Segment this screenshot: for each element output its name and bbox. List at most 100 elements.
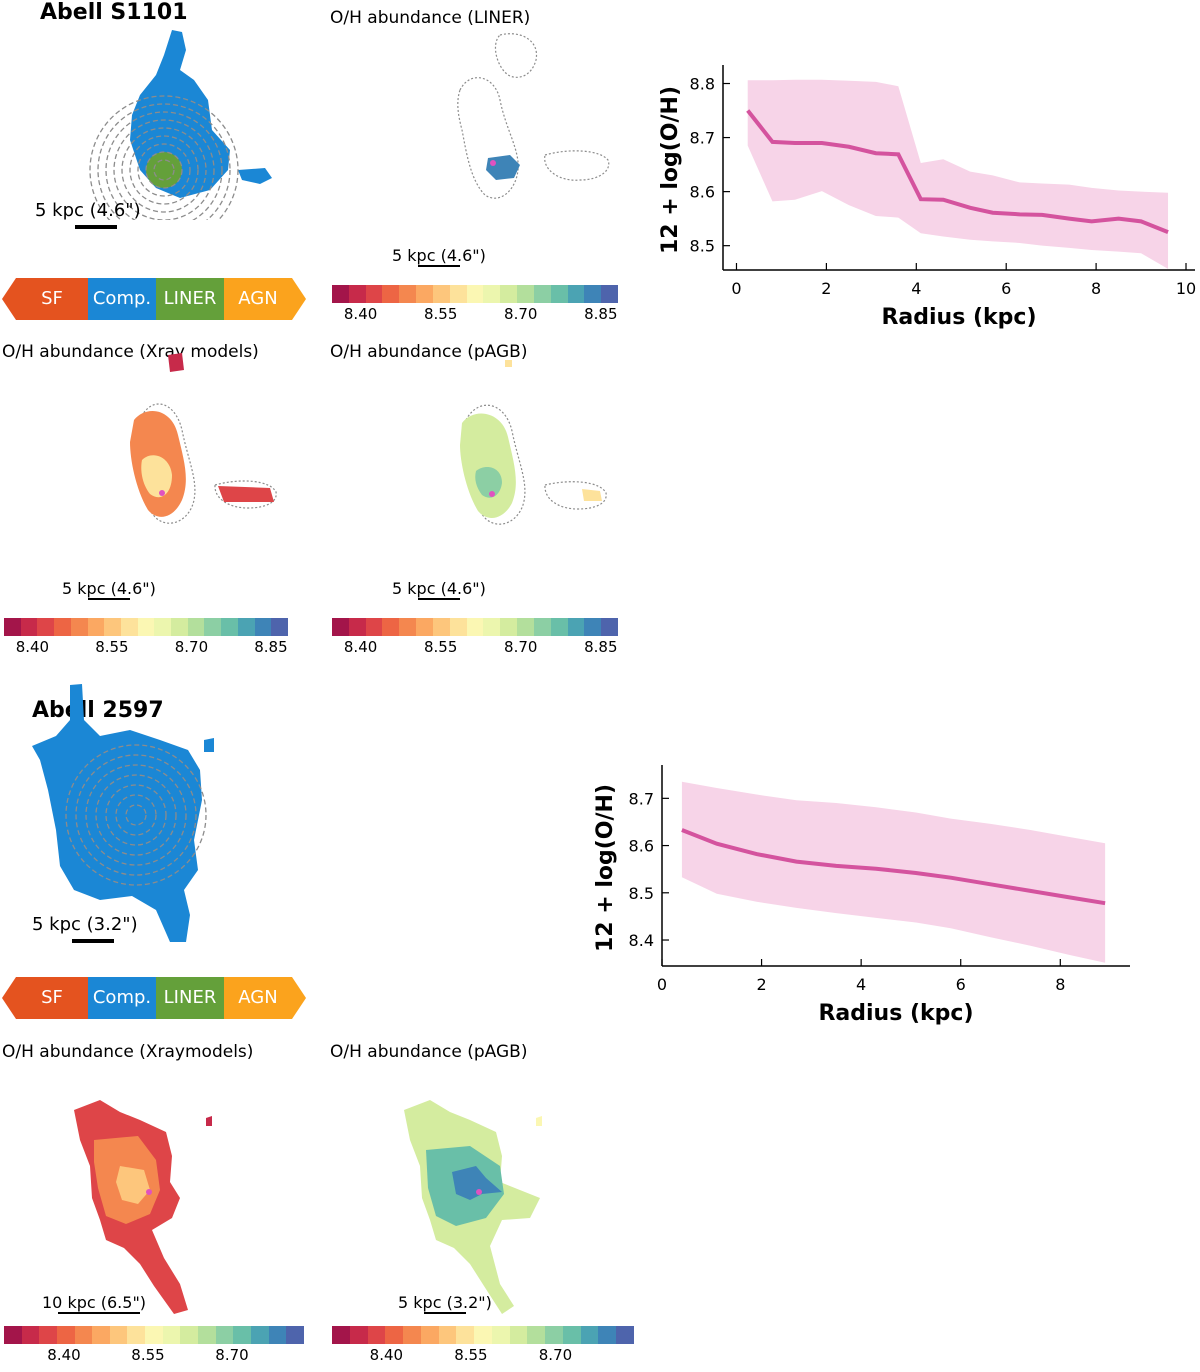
legend-sf-label: SF [41, 987, 63, 1008]
cbar-tick: 8.85 [584, 305, 618, 323]
cluster2-pagb-scale-bar [424, 1312, 466, 1314]
cluster2-xray-colorbar [4, 1326, 304, 1344]
cbar-tick: 8.40 [15, 638, 50, 656]
cluster2-xray-title: O/H abundance (Xraymodels) [2, 1042, 254, 1062]
colorbar-segment [250, 1326, 269, 1344]
cluster2-xray-scale-label: 10 kpc (6.5") [42, 1293, 147, 1312]
colorbar-segment [145, 1326, 163, 1344]
legend-agn-swatch [224, 977, 306, 1019]
x-tick-label: 10 [1176, 279, 1196, 298]
cluster1-xray-scale-bar [88, 598, 130, 600]
colorbar-segment [500, 618, 518, 636]
colorbar-segment [233, 1326, 251, 1344]
x-tick-label: 8 [1091, 279, 1101, 298]
colorbar-segment [221, 618, 238, 636]
colorbar-segment [154, 618, 172, 636]
profile-line [746, 109, 1169, 235]
legend-agn-label: AGN [238, 987, 278, 1008]
colorbar-segment [432, 618, 450, 636]
colorbar-segment [601, 618, 619, 636]
cluster1-pagb-map [450, 355, 620, 555]
legend-comp-label: Comp. [92, 987, 152, 1008]
x-axis-label: Radius (kpc) [818, 1001, 973, 1026]
colorbar-segment [74, 1326, 93, 1344]
cluster1-pagb-colorbar [332, 618, 619, 636]
colorbar-segment [399, 618, 417, 636]
legend-sf-label: SF [41, 288, 63, 309]
colorbar-segment [4, 618, 21, 636]
colorbar-segment [567, 618, 585, 636]
colorbar-segment [550, 618, 568, 636]
colorbar-segment [215, 1326, 234, 1344]
legend-agn-swatch [224, 278, 306, 320]
y-tick-label: 8.6 [690, 183, 715, 202]
cbar-tick: 8.55 [454, 1346, 488, 1364]
cluster1-liner-colorbar [332, 285, 619, 303]
cluster2-bpt-map [20, 680, 230, 950]
colorbar-segment [382, 285, 400, 303]
cluster2-title: Abell 2597 [32, 698, 164, 723]
x-tick-label: 4 [911, 279, 921, 298]
colorbar-segment [550, 285, 568, 303]
cluster1-bpt-legend: SF Comp. LINER AGN [2, 278, 306, 320]
colorbar-segment [254, 618, 272, 636]
y-axis-label: 12 + log(O/H) [593, 784, 618, 952]
colorbar-segment [4, 1326, 22, 1344]
cbar-tick: 8.40 [47, 1346, 81, 1364]
colorbar-segment [187, 618, 205, 636]
colorbar-segment [348, 618, 366, 636]
cluster2-bpt-scale-bar [72, 939, 114, 943]
colorbar-segment [416, 285, 433, 303]
colorbar-segment [385, 1326, 404, 1344]
y-tick-label: 8.5 [629, 884, 654, 903]
colorbar-segment [601, 285, 619, 303]
legend-liner-swatch [156, 977, 224, 1019]
colorbar-segment [382, 618, 400, 636]
legend-liner-label: LINER [163, 987, 217, 1008]
colorbar-segment [562, 1326, 581, 1344]
cluster2-pagb-colorbar [332, 1326, 635, 1344]
y-tick-label: 8.4 [629, 931, 654, 950]
colorbar-segment [37, 618, 55, 636]
colorbar-segment [438, 1326, 457, 1344]
x-tick-label: 6 [1001, 279, 1011, 298]
cluster1-xray-title: O/H abundance (Xray models) [2, 342, 259, 362]
cbar-tick: 8.55 [423, 638, 458, 656]
colorbar-segment [198, 1326, 216, 1344]
cluster1-profile-chart: 0 2 4 6 8 10 8.5 8.6 8.7 8.8 Radius (kpc) 12 + log(… [658, 65, 1196, 330]
colorbar-segment [533, 285, 551, 303]
cbar-tick: 8.55 [95, 638, 129, 656]
cbar-tick: 8.55 [423, 305, 458, 323]
colorbar-segment [517, 285, 534, 303]
colorbar-segment [616, 1326, 635, 1344]
colorbar-segment [349, 1326, 368, 1344]
colorbar-segment [332, 285, 349, 303]
colorbar-segment [92, 1326, 110, 1344]
cluster1-bpt-map [60, 20, 290, 220]
colorbar-segment [365, 285, 383, 303]
colorbar-segment [180, 1326, 199, 1344]
x-tick-label: 2 [821, 279, 831, 298]
y-tick-label: 8.6 [629, 837, 654, 856]
colorbar-segment [39, 1326, 57, 1344]
colorbar-segment [204, 618, 222, 636]
colorbar-segment [399, 285, 417, 303]
colorbar-segment [584, 618, 602, 636]
colorbar-segment [527, 1326, 546, 1344]
y-axis-label: 12 + log(O/H) [658, 86, 683, 254]
colorbar-segment [237, 618, 255, 636]
colorbar-segment [483, 618, 501, 636]
colorbar-segment [127, 1326, 146, 1344]
cluster1-pagb-title: O/H abundance (pAGB) [330, 342, 528, 362]
cluster2-pagb-map [390, 1070, 560, 1320]
y-tick-label: 8.8 [690, 75, 715, 94]
colorbar-segment [474, 1326, 492, 1344]
colorbar-segment [348, 285, 366, 303]
colorbar-segment [449, 285, 467, 303]
colorbar-segment [517, 618, 534, 636]
colorbar-segment [70, 618, 88, 636]
colorbar-segment [403, 1326, 421, 1344]
profile-line [681, 828, 1106, 906]
cluster1-bpt-scale-label: 5 kpc (4.6") [35, 200, 141, 221]
colorbar-segment [367, 1326, 386, 1344]
